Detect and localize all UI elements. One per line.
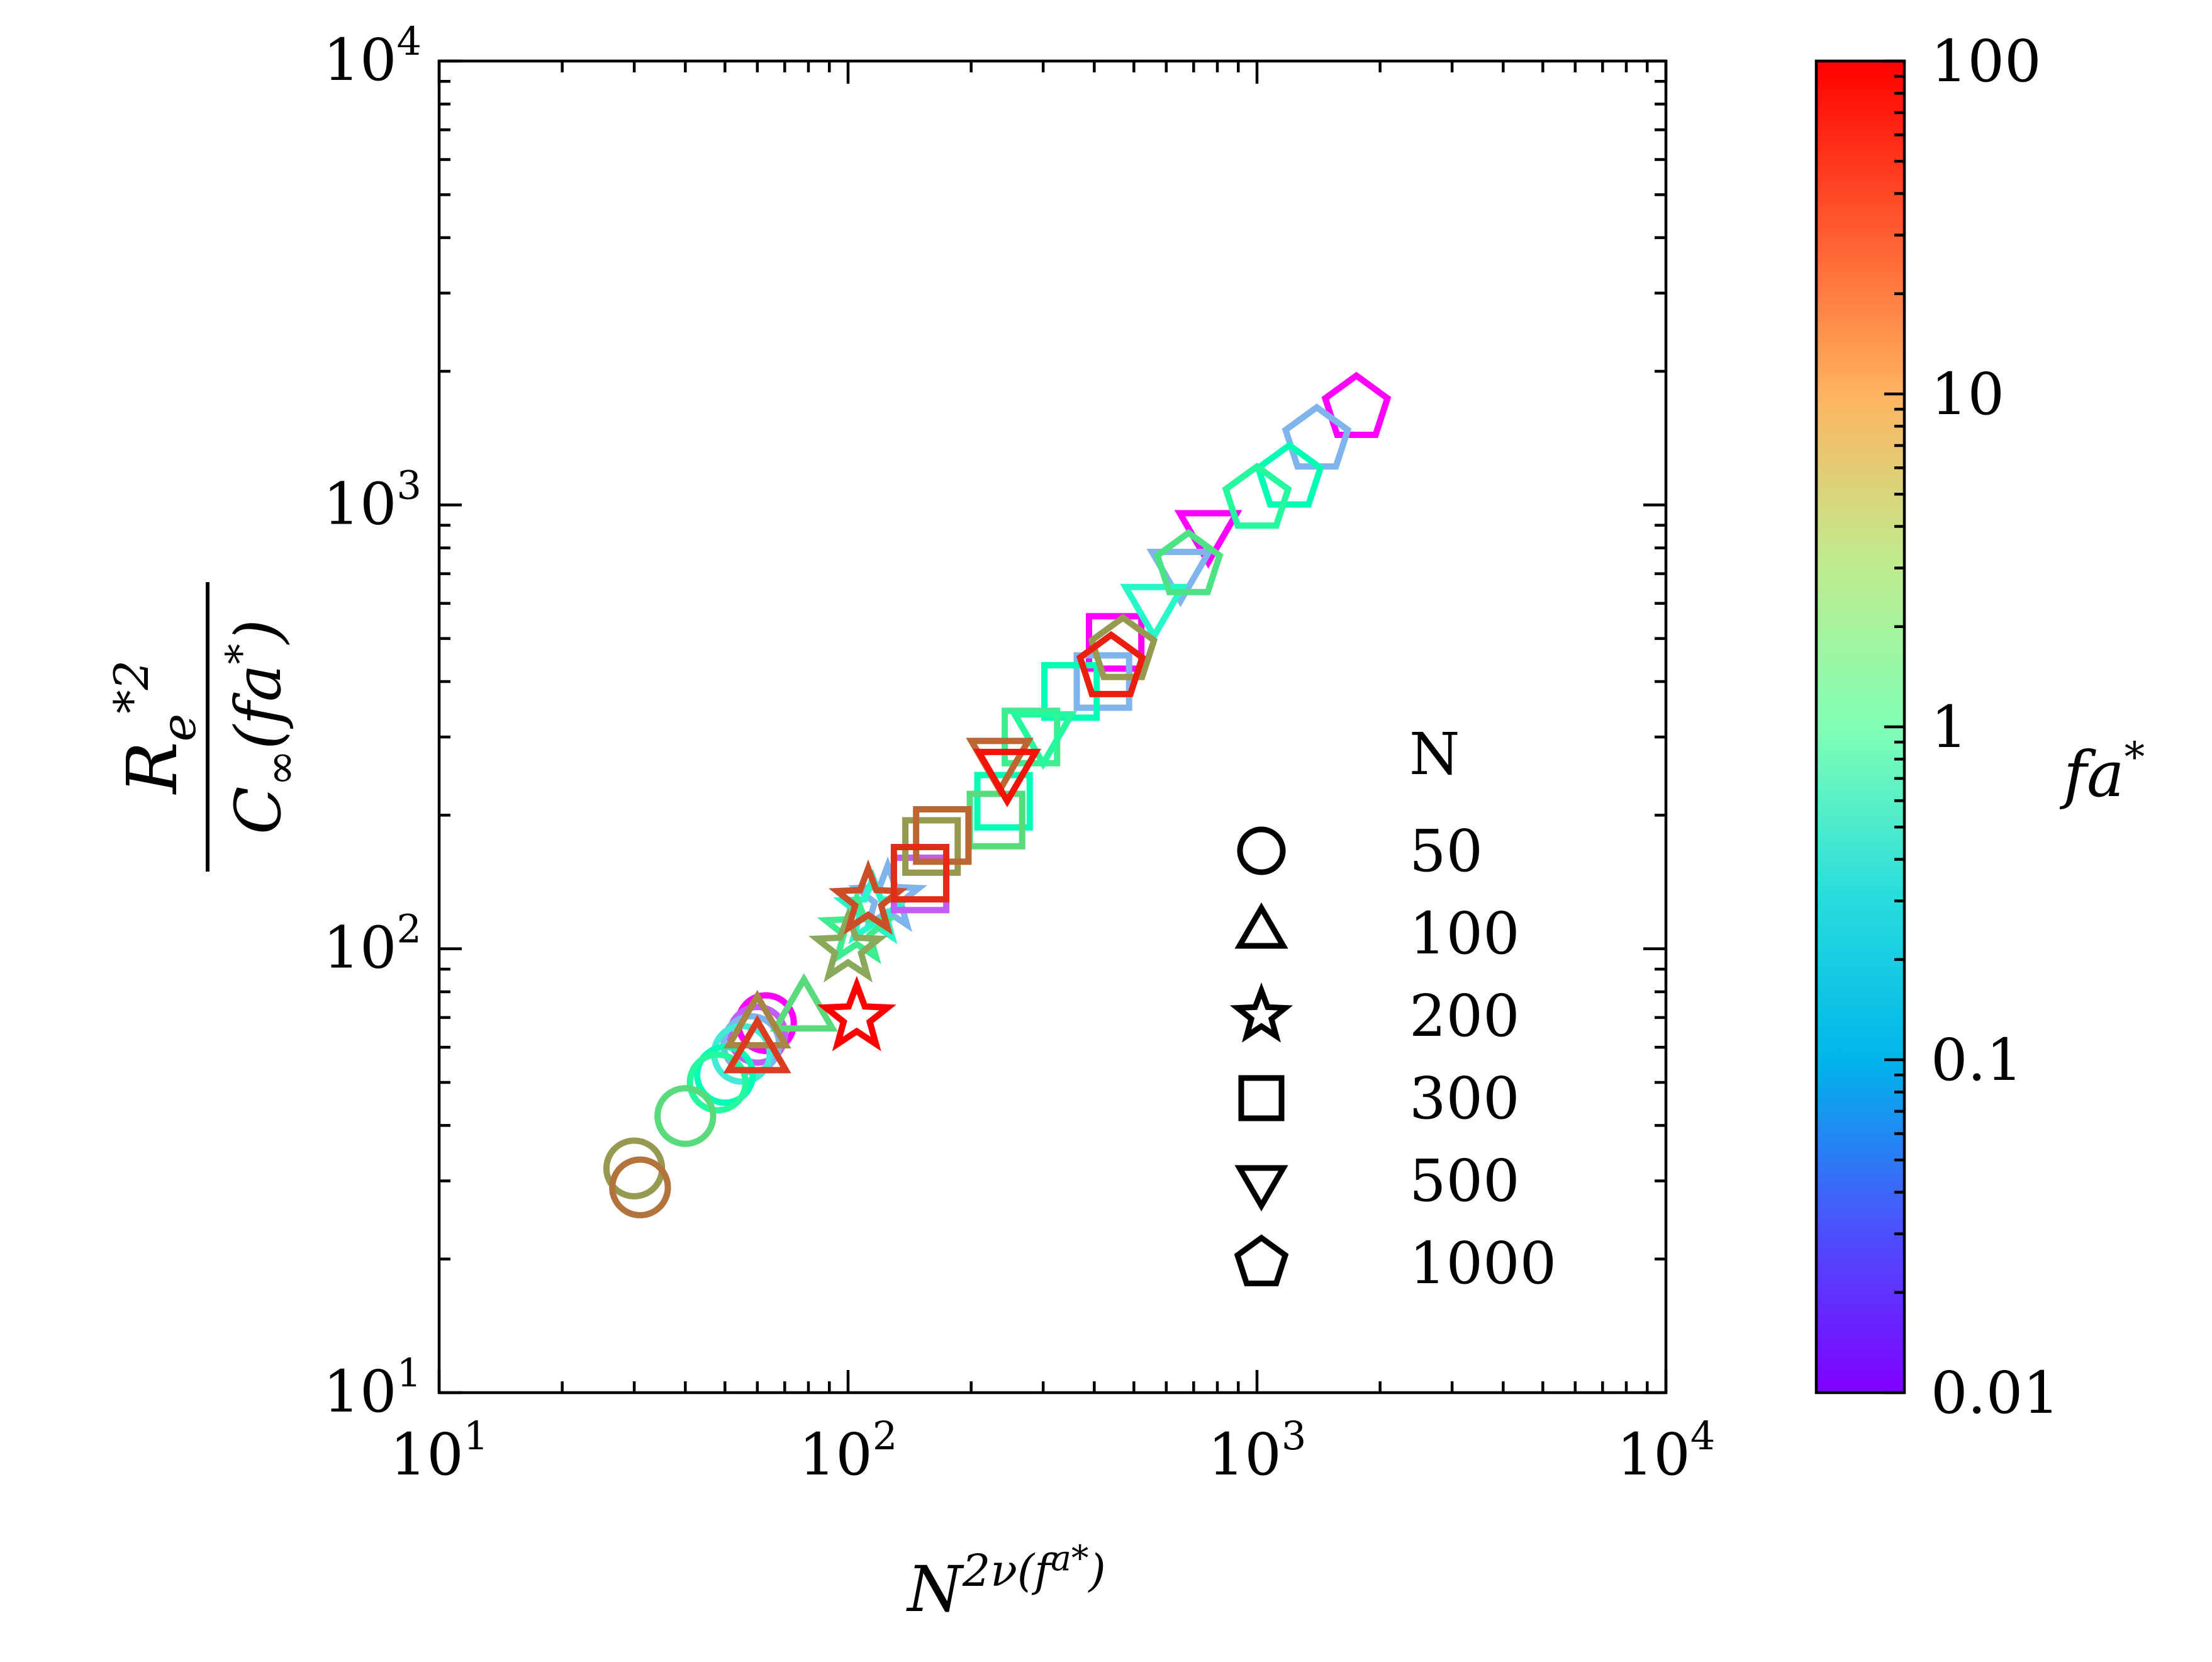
data-point-square	[1041, 662, 1100, 721]
data-point-pentagon	[1076, 631, 1146, 697]
x-tick-label: 103	[1208, 1413, 1307, 1488]
colorbar-tick-label: 1	[1931, 693, 1968, 761]
legend-label: 1000	[1409, 1230, 1556, 1297]
data-point-pentagon	[1088, 614, 1158, 680]
y-tick-label: 103	[323, 462, 422, 537]
data-point-circle	[726, 1004, 788, 1066]
data-point-triangle	[769, 973, 838, 1032]
legend: N 50 100 200 300 500 1000	[1229, 721, 1556, 1297]
colorbar-tick-label: 0.01	[1931, 1359, 2060, 1427]
data-point-square	[890, 843, 950, 903]
colorbar-label: fa*	[2059, 734, 2145, 811]
legend-marker-square	[1238, 1075, 1285, 1121]
legend-label: 500	[1409, 1147, 1520, 1215]
data-point-circle	[686, 1051, 749, 1114]
data-point-square	[974, 772, 1033, 831]
legend-label: 100	[1409, 900, 1520, 967]
legend-label: 200	[1409, 982, 1520, 1050]
axis-ticks	[437, 59, 1668, 1395]
legend-marker-star	[1229, 982, 1293, 1043]
legend-title: N	[1409, 721, 1460, 788]
data-point-triangle-down	[1120, 583, 1188, 643]
x-axis-label: N2ν(fa*)	[906, 1538, 1105, 1626]
data-point-square	[1073, 652, 1132, 711]
y-tick-label: 102	[323, 906, 422, 982]
legend-marker-triangle-down	[1234, 1165, 1288, 1211]
x-tick-label: 101	[390, 1413, 489, 1488]
data-point-pentagon	[1153, 529, 1224, 595]
legend-label: 50	[1409, 817, 1483, 885]
plot-frame	[437, 59, 1668, 1395]
colorbar-ticks: 0.01 0.1 1 10 100	[1884, 28, 2060, 1427]
data-point-star	[817, 975, 897, 1052]
data-point-square	[1002, 707, 1061, 766]
data-point-triangle-down	[973, 748, 1041, 807]
data-point-star	[808, 907, 888, 983]
legend-marker-triangle	[1234, 902, 1288, 949]
data-points	[603, 371, 1392, 1219]
legend-marker-pentagon	[1234, 1234, 1289, 1286]
colorbar-tick-label: 10	[1931, 361, 2004, 428]
x-tick-label: 102	[799, 1413, 898, 1488]
y-tick-label: 104	[323, 18, 422, 94]
colorbar-tick-label: 0.1	[1931, 1026, 2023, 1094]
data-point-circle	[609, 1156, 671, 1219]
colorbar-gradient	[1814, 59, 1906, 1395]
axis-tick-labels: 101 102 103 104 101 102 103 104	[323, 18, 1715, 1488]
y-axis-label: Re*2 C∞(fa*)	[104, 582, 306, 872]
legend-label: 300	[1409, 1065, 1520, 1132]
data-point-pentagon	[1254, 441, 1324, 508]
colorbar	[1814, 59, 1906, 1395]
colorbar-tick-label: 100	[1931, 28, 2042, 95]
data-point-square	[902, 817, 961, 876]
data-point-triangle	[723, 989, 791, 1048]
data-point-pentagon	[1321, 371, 1392, 438]
y-tick-label: 101	[323, 1350, 422, 1425]
data-point-pentagon	[1222, 463, 1292, 529]
data-point-circle	[654, 1085, 717, 1147]
legend-marker-circle	[1237, 826, 1286, 875]
x-tick-label: 104	[1617, 1413, 1716, 1488]
svg-text:Re*2: Re*2	[104, 660, 206, 795]
svg-text:C∞(fa*): C∞(fa*)	[218, 619, 306, 834]
data-point-triangle	[723, 1014, 791, 1074]
